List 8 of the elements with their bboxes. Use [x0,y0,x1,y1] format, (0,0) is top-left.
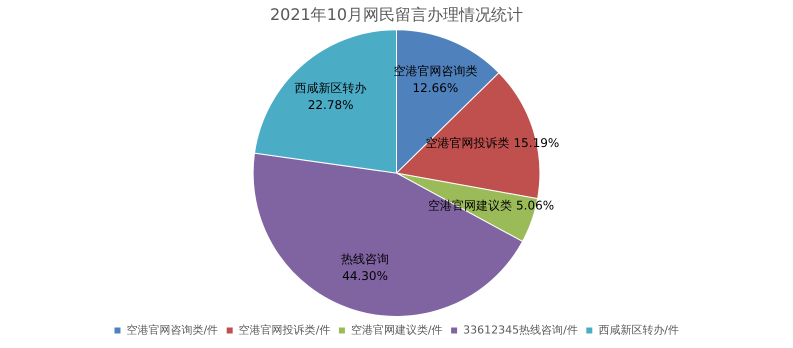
legend-label: 空港官网建议类/件 [350,323,443,336]
legend-label: 西咸新区转办/件 [598,323,680,336]
data-label: 西咸新区转办 22.78% [294,80,367,112]
chart-title: 2021年10月网民留言办理情况统计 [270,4,524,24]
data-label: 热线咨询 44.30% [341,252,390,284]
legend-label: 33612345热线咨询/件 [463,323,578,336]
legend-label: 空港官网投诉类/件 [238,323,330,336]
legend-label: 空港官网咨询类/件 [126,323,218,336]
